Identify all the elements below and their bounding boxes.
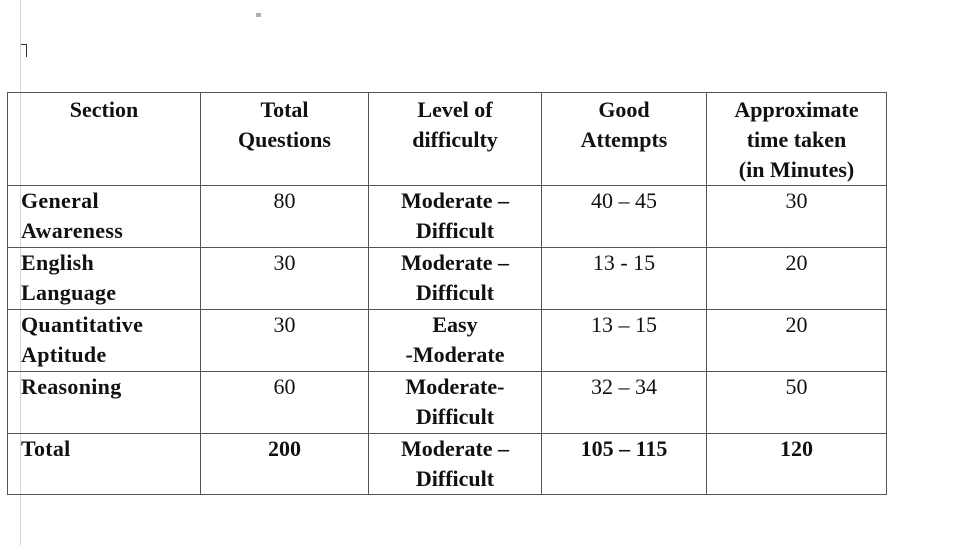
- time-cell: 50: [706, 371, 887, 434]
- good-attempts-cell: 32 – 34: [541, 371, 707, 434]
- good-attempts-cell: 40 – 45: [541, 185, 707, 248]
- difficulty-cell: Moderate – Difficult: [368, 185, 542, 248]
- header-level-of-difficulty: Level of difficulty: [368, 92, 542, 186]
- section-cell: Quantitative Aptitude: [7, 309, 201, 372]
- table-row: English Language 30 Moderate – Difficult…: [7, 247, 887, 310]
- table-row: General Awareness 80 Moderate – Difficul…: [7, 185, 887, 248]
- good-attempts-cell: 13 - 15: [541, 247, 707, 310]
- difficulty-cell: Moderate – Difficult: [368, 247, 542, 310]
- difficulty-cell: Moderate- Difficult: [368, 371, 542, 434]
- section-cell: Reasoning: [7, 371, 201, 434]
- header-total-questions: Total Questions: [200, 92, 369, 186]
- section-cell: English Language: [7, 247, 201, 310]
- text-cursor-mark: [256, 13, 261, 17]
- total-label-cell: Total: [7, 433, 201, 495]
- total-difficulty-cell: Moderate – Difficult: [368, 433, 542, 495]
- header-row: Section Total Questions Level of difficu…: [7, 92, 887, 186]
- total-questions-cell: 80: [200, 185, 369, 248]
- header-approximate-time: Approximate time taken (in Minutes): [706, 92, 887, 186]
- total-time-cell: 120: [706, 433, 887, 495]
- total-questions-cell: 60: [200, 371, 369, 434]
- exam-analysis-table: Section Total Questions Level of difficu…: [7, 92, 887, 495]
- difficulty-cell: Easy -Moderate: [368, 309, 542, 372]
- total-questions-cell: 30: [200, 247, 369, 310]
- header-section: Section: [7, 92, 201, 186]
- total-questions-sum-cell: 200: [200, 433, 369, 495]
- time-cell: 30: [706, 185, 887, 248]
- table-row: Quantitative Aptitude 30 Easy -Moderate …: [7, 309, 887, 372]
- table-row: Reasoning 60 Moderate- Difficult 32 – 34…: [7, 371, 887, 434]
- time-cell: 20: [706, 309, 887, 372]
- margin-bracket-mark: [21, 44, 27, 57]
- total-questions-cell: 30: [200, 309, 369, 372]
- time-cell: 20: [706, 247, 887, 310]
- total-good-attempts-cell: 105 – 115: [541, 433, 707, 495]
- section-cell: General Awareness: [7, 185, 201, 248]
- header-good-attempts: Good Attempts: [541, 92, 707, 186]
- good-attempts-cell: 13 – 15: [541, 309, 707, 372]
- total-row: Total 200 Moderate – Difficult 105 – 115…: [7, 433, 887, 495]
